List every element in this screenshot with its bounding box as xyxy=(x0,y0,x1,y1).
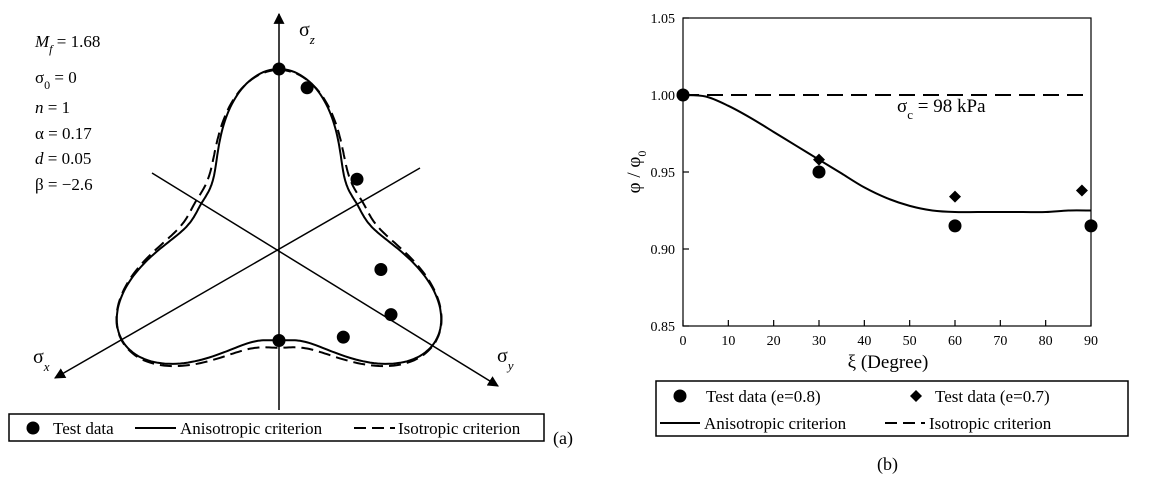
y-tick-label-1: 0.90 xyxy=(651,243,676,258)
y-tick-label-4: 1.05 xyxy=(651,12,676,27)
sigma-z-label: σz xyxy=(299,19,315,47)
x-tick-label-7: 70 xyxy=(993,334,1007,349)
legend-b-box xyxy=(655,380,1129,437)
x-tick-label-5: 50 xyxy=(903,334,917,349)
legend-a-aniso-label: Anisotropic criterion xyxy=(180,419,323,438)
legend-b: Test data (e=0.8) Test data (e=0.7) Anis… xyxy=(655,380,1129,437)
legend-a-test-marker xyxy=(26,421,40,435)
sigma-c-annotation: σc = 98 kPa xyxy=(897,96,986,122)
point-e08-3 xyxy=(1084,219,1098,233)
sigma-x-axis xyxy=(54,167,421,379)
test-point-1 xyxy=(300,81,314,95)
x-tick-label-0: 0 xyxy=(680,334,687,349)
y-tick-label-2: 0.95 xyxy=(651,166,676,181)
point-e08-0 xyxy=(676,88,690,102)
y-axis-label: φ / φ0 xyxy=(624,151,649,194)
test-point-0 xyxy=(272,62,286,76)
x-tick-label-2: 20 xyxy=(767,334,781,349)
x-tick-label-3: 30 xyxy=(812,334,826,349)
legend-b-e07-label: Test data (e=0.7) xyxy=(935,387,1050,406)
legend-a-box xyxy=(8,413,545,442)
point-e07-1 xyxy=(813,153,825,166)
panel-b: 0.85 0.90 0.95 1.00 1.05 0 10 20 30 40 50 60 70 80 90… xyxy=(624,12,1129,475)
test-data-points xyxy=(272,62,398,347)
legend-b-iso-label: Isotropic criterion xyxy=(929,414,1052,433)
test-point-3 xyxy=(374,263,388,276)
legend-a-iso-label: Isotropic criterion xyxy=(398,419,521,438)
y-tick-label-0: 0.85 xyxy=(651,320,676,335)
panel-a: σz σx σy Mf = 1.68 σ0 = 0 n = 1 α = 0.17… xyxy=(8,12,573,449)
param-mf: Mf = 1.68 xyxy=(34,32,100,56)
legend-b-e08-marker xyxy=(673,389,687,403)
legend-a-test-label: Test data xyxy=(53,419,114,438)
y-axis-ticks: 0.85 0.90 0.95 1.00 1.05 xyxy=(651,12,689,335)
parameter-list: Mf = 1.68 σ0 = 0 n = 1 α = 0.17 d = 0.05… xyxy=(34,32,100,194)
test-data-markers xyxy=(676,88,1098,233)
isotropic-curve xyxy=(115,68,443,368)
y-tick-label-3: 1.00 xyxy=(651,89,676,104)
x-axis-ticks: 0 10 20 30 40 50 60 70 80 90 xyxy=(680,320,1098,349)
plot-frame xyxy=(682,17,1092,327)
sigma-x-label: σx xyxy=(33,346,50,374)
sigma-y-axis xyxy=(151,172,499,387)
point-e08-1 xyxy=(812,165,826,179)
legend-b-aniso-label: Anisotropic criterion xyxy=(704,414,847,433)
point-e07-2 xyxy=(949,190,961,203)
sigma-y-label: σy xyxy=(497,345,514,373)
point-e07-3 xyxy=(1075,184,1088,197)
legend-b-e08-label: Test data (e=0.8) xyxy=(706,387,821,406)
param-alpha: α = 0.17 xyxy=(35,124,92,143)
test-point-2 xyxy=(350,172,364,186)
panel-a-label: (a) xyxy=(553,428,573,449)
param-sigma0: σ0 = 0 xyxy=(35,68,77,92)
anisotropic-line xyxy=(682,94,1092,214)
point-e08-2 xyxy=(948,219,962,233)
legend-a: Test data Anisotropic criterion Isotropi… xyxy=(8,413,545,442)
test-point-5 xyxy=(336,330,350,344)
param-n: n = 1 xyxy=(35,98,70,117)
test-point-4 xyxy=(384,308,398,322)
x-tick-label-1: 10 xyxy=(721,334,735,349)
legend-b-e07-marker xyxy=(910,390,922,402)
param-beta: β = −2.6 xyxy=(35,175,93,194)
x-axis-label: ξ (Degree) xyxy=(848,352,929,373)
x-tick-label-9: 90 xyxy=(1084,334,1098,349)
x-tick-label-8: 80 xyxy=(1039,334,1053,349)
panel-b-label: (b) xyxy=(877,454,898,475)
x-tick-label-4: 40 xyxy=(857,334,871,349)
param-d: d = 0.05 xyxy=(35,149,91,168)
x-tick-label-6: 60 xyxy=(948,334,962,349)
test-point-6 xyxy=(272,334,286,347)
